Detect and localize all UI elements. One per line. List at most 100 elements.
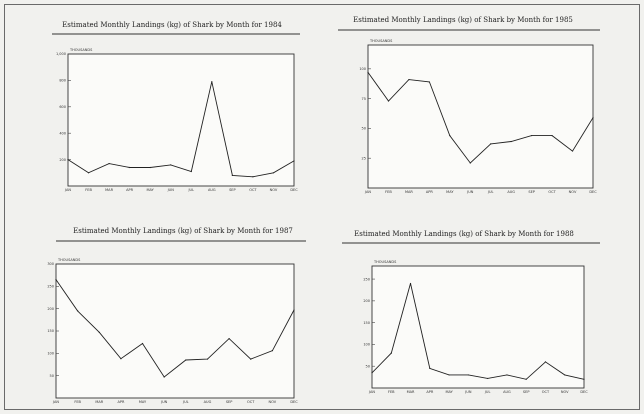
data-point [252, 176, 254, 178]
x-tick-label: MAR [407, 390, 415, 394]
data-point [272, 172, 275, 174]
x-tick-label: APR [426, 390, 434, 394]
data-point [408, 78, 410, 81]
y-tick-label: 600 [59, 105, 66, 109]
x-tick-label: MAY [139, 400, 147, 404]
x-tick-label: FEB [388, 390, 395, 394]
chart-4: Estimated Monthly Landings (kg) of Shark… [342, 230, 600, 394]
plot-area [371, 265, 585, 389]
x-tick-label: JUL [484, 390, 491, 394]
data-point [55, 279, 57, 281]
y-tick-label: 25 [362, 156, 366, 160]
data-point [449, 134, 451, 137]
x-tick-label: JUN [167, 188, 175, 192]
x-tick-label: JUN [464, 390, 472, 394]
y-tick-label: 250 [47, 285, 54, 289]
y-tick-label: 800 [59, 79, 66, 83]
y-tick-label: 200 [47, 307, 54, 311]
series-line [367, 72, 594, 164]
chart-title: Estimated Monthly Landings (kg) of Shark… [353, 16, 573, 24]
plot-area [55, 263, 295, 399]
data-point [390, 352, 392, 354]
x-tick-label: SEP [523, 390, 530, 394]
data-point [228, 337, 230, 340]
x-tick-label: MAR [405, 190, 413, 194]
y-tick-label: 100 [47, 352, 54, 356]
x-tick-label: DEC [290, 400, 298, 404]
y-tick-label: 100 [363, 343, 370, 347]
y-tick-label: 250 [363, 277, 370, 281]
y-tick-label: 200 [59, 158, 66, 162]
y-axis-label: THOUSANDS [69, 48, 93, 52]
data-point [387, 100, 390, 102]
data-point [163, 376, 165, 378]
x-tick-label: APR [426, 190, 434, 194]
x-tick-label: MAY [446, 190, 454, 194]
data-point [87, 172, 90, 174]
data-point [108, 162, 110, 165]
x-tick-label: JUN [466, 190, 474, 194]
data-point [429, 367, 431, 369]
x-tick-label: OCT [548, 190, 556, 194]
x-tick-label: AUG [507, 190, 515, 194]
data-point [448, 374, 450, 376]
y-tick-label: 200 [363, 299, 370, 303]
x-tick-label: MAR [105, 188, 113, 192]
x-tick-label: MAY [147, 188, 155, 192]
y-tick-label: 75 [362, 97, 366, 101]
x-tick-label: MAY [445, 390, 453, 394]
series-line [371, 283, 585, 380]
data-point [170, 164, 172, 166]
x-tick-label: SEP [528, 190, 535, 194]
x-tick-label: OCT [247, 400, 255, 404]
x-tick-label: JAN [364, 190, 371, 194]
y-tick-label: 150 [47, 329, 54, 333]
chart-title: Estimated Monthly Landings (kg) of Shark… [354, 230, 574, 238]
y-tick-label: 100 [359, 67, 366, 71]
x-tick-label: JUL [187, 188, 194, 192]
x-tick-label: AUG [503, 390, 511, 394]
y-tick-label: 400 [59, 131, 66, 135]
x-tick-label: NOV [569, 190, 577, 194]
x-tick-label: APR [126, 188, 134, 192]
data-point [592, 117, 594, 119]
x-tick-label: DEC [580, 390, 588, 394]
series-line [55, 279, 295, 378]
x-tick-label: FEB [74, 400, 81, 404]
x-tick-label: JAN [368, 390, 375, 394]
data-point [190, 170, 192, 173]
chart-3: Estimated Monthly Landings (kg) of Shark… [47, 227, 306, 404]
data-point [467, 374, 469, 376]
y-axis-label: THOUSANDS [373, 260, 397, 264]
chart-2: Estimated Monthly Landings (kg) of Shark… [338, 16, 600, 194]
page-border [4, 4, 640, 410]
data-point [371, 372, 373, 374]
data-point [531, 134, 533, 137]
x-tick-label: JAN [52, 400, 59, 404]
data-point [120, 358, 122, 360]
chart-title: Estimated Monthly Landings (kg) of Shark… [62, 21, 282, 29]
x-tick-label: JUL [182, 400, 189, 404]
x-tick-label: JAN [64, 188, 71, 192]
plot-area [67, 53, 295, 187]
x-tick-label: AUG [208, 188, 216, 192]
data-point [525, 378, 527, 380]
x-tick-label: NOV [269, 400, 277, 404]
data-point [211, 81, 213, 83]
x-tick-label: MAR [95, 400, 103, 404]
data-point [98, 331, 100, 333]
data-point [469, 162, 471, 164]
data-point [185, 359, 187, 361]
plot-area [367, 44, 594, 189]
data-point [271, 350, 273, 352]
data-point [77, 310, 79, 312]
data-point [571, 150, 574, 152]
y-axis-label: THOUSANDS [57, 258, 81, 262]
x-tick-label: NOV [270, 188, 278, 192]
x-tick-label: SEP [226, 400, 233, 404]
data-point [487, 377, 489, 380]
x-tick-label: AUG [204, 400, 212, 404]
data-point [129, 166, 131, 169]
